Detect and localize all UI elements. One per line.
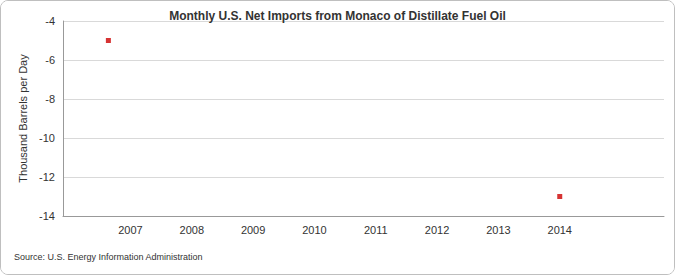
svg-text:2008: 2008: [180, 224, 204, 236]
svg-text:-4: -4: [45, 15, 55, 27]
svg-text:-6: -6: [45, 54, 55, 66]
svg-text:2013: 2013: [486, 224, 510, 236]
svg-text:-12: -12: [39, 171, 55, 183]
svg-text:Source: U.S. Energy Informatio: Source: U.S. Energy Information Administ…: [14, 252, 203, 262]
svg-text:-10: -10: [39, 132, 55, 144]
svg-text:2012: 2012: [425, 224, 449, 236]
svg-text:Monthly U.S. Net Imports from: Monthly U.S. Net Imports from Monaco of …: [169, 9, 506, 23]
svg-text:-14: -14: [39, 210, 55, 222]
svg-text:2010: 2010: [302, 224, 326, 236]
svg-text:Thousand Barrels per Day: Thousand Barrels per Day: [17, 54, 29, 183]
svg-text:2011: 2011: [364, 224, 388, 236]
svg-text:2014: 2014: [548, 224, 572, 236]
svg-text:-8: -8: [45, 93, 55, 105]
svg-text:2009: 2009: [241, 224, 265, 236]
svg-text:2007: 2007: [118, 224, 142, 236]
